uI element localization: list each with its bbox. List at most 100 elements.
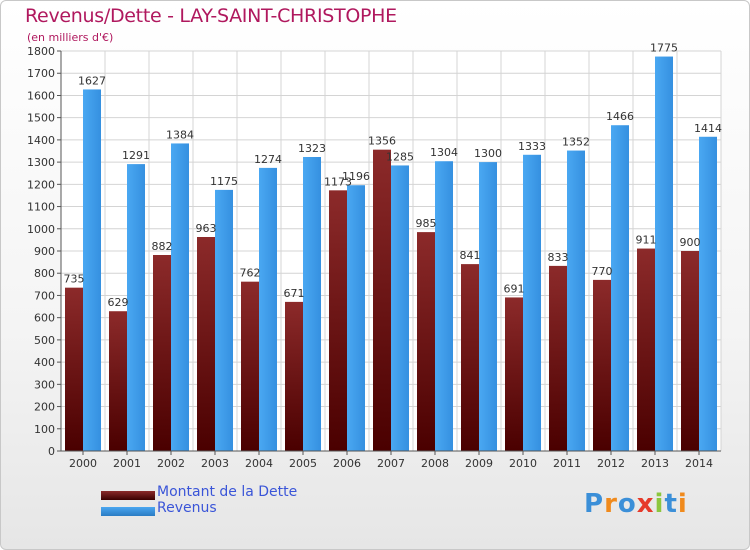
- bar-dette: [109, 311, 127, 451]
- x-tick-label: 2001: [113, 457, 141, 470]
- data-label-dette: 671: [284, 287, 305, 300]
- data-label-revenus: 1627: [78, 74, 106, 87]
- proxiti-logo: Proxiti: [584, 489, 688, 519]
- bar-revenus: [127, 164, 145, 451]
- y-tick-label: 1000: [27, 223, 55, 236]
- x-tick-label: 2010: [509, 457, 537, 470]
- data-label-dette: 735: [64, 273, 85, 286]
- bar-dette: [417, 232, 435, 451]
- y-tick-label: 900: [34, 245, 55, 258]
- bar-revenus: [391, 165, 409, 451]
- data-label-dette: 882: [152, 240, 173, 253]
- bar-dette: [637, 248, 655, 451]
- bar-revenus: [523, 154, 541, 451]
- data-label-dette: 629: [108, 296, 129, 309]
- data-label-revenus: 1333: [518, 140, 546, 153]
- y-tick-label: 100: [34, 423, 55, 436]
- y-tick-label: 700: [34, 289, 55, 302]
- logo-letter: r: [604, 489, 618, 519]
- y-tick-label: 1200: [27, 178, 55, 191]
- bar-dette: [681, 251, 699, 451]
- data-label-revenus: 1196: [342, 170, 370, 183]
- data-label-dette: 1356: [368, 135, 396, 148]
- bar-dette: [197, 237, 215, 451]
- y-tick-label: 1300: [27, 156, 55, 169]
- x-tick-label: 2012: [597, 457, 625, 470]
- bar-revenus: [479, 162, 497, 451]
- y-tick-label: 1500: [27, 112, 55, 125]
- logo-letter: t: [664, 489, 678, 519]
- x-tick-label: 2011: [553, 457, 581, 470]
- bar-dette: [461, 264, 479, 451]
- data-label-revenus: 1384: [166, 128, 194, 141]
- y-tick-label: 800: [34, 267, 55, 280]
- bar-revenus: [435, 161, 453, 451]
- bar-dette: [373, 149, 391, 451]
- bar-dette: [153, 255, 171, 451]
- data-label-dette: 985: [416, 217, 437, 230]
- x-tick-label: 2002: [157, 457, 185, 470]
- bar-revenus: [171, 143, 189, 451]
- data-label-dette: 900: [680, 236, 701, 249]
- y-tick-label: 1800: [27, 45, 55, 58]
- data-label-revenus: 1291: [122, 149, 150, 162]
- y-tick-label: 1600: [27, 89, 55, 102]
- bar-dette: [505, 297, 523, 451]
- y-tick-label: 1700: [27, 67, 55, 80]
- bar-dette: [65, 287, 83, 451]
- chart-title: Revenus/Dette - LAY-SAINT-CHRISTOPHE: [25, 5, 397, 27]
- bar-dette: [329, 190, 347, 452]
- bar-dette: [241, 281, 259, 451]
- bar-revenus: [347, 185, 365, 451]
- bar-revenus: [303, 157, 321, 451]
- y-tick-label: 0: [48, 445, 55, 458]
- data-label-revenus: 1414: [694, 122, 722, 135]
- data-label-dette: 770: [592, 265, 613, 278]
- x-tick-label: 2014: [685, 457, 713, 470]
- bar-dette: [285, 301, 303, 451]
- bar-revenus: [83, 89, 101, 451]
- x-tick-label: 2006: [333, 457, 361, 470]
- logo-letter: P: [584, 489, 605, 519]
- bar-revenus: [215, 189, 233, 451]
- x-tick-label: 2007: [377, 457, 405, 470]
- bar-revenus: [699, 136, 717, 451]
- y-tick-label: 1100: [27, 201, 55, 214]
- bar-dette: [593, 279, 611, 451]
- data-label-revenus: 1775: [650, 42, 678, 55]
- x-tick-label: 2003: [201, 457, 229, 470]
- legend-swatch-dette: [101, 491, 155, 500]
- y-tick-label: 1400: [27, 134, 55, 147]
- legend-swatch-revenus: [101, 507, 155, 516]
- bar-dette: [549, 265, 567, 451]
- y-tick-label: 400: [34, 356, 55, 369]
- x-tick-label: 2000: [69, 457, 97, 470]
- y-tick-label: 200: [34, 401, 55, 414]
- logo-letter: x: [636, 489, 655, 519]
- data-label-revenus: 1352: [562, 136, 590, 149]
- x-tick-label: 2008: [421, 457, 449, 470]
- y-tick-label: 600: [34, 312, 55, 325]
- data-label-revenus: 1285: [386, 150, 414, 163]
- data-label-revenus: 1300: [474, 147, 502, 160]
- chart-subtitle: (en milliers d'€): [27, 31, 114, 44]
- bar-revenus: [655, 56, 673, 452]
- legend-label-dette: Montant de la Dette: [157, 484, 298, 500]
- data-label-revenus: 1304: [430, 146, 458, 159]
- logo-letter: i: [654, 489, 665, 519]
- data-label-dette: 691: [504, 282, 525, 295]
- y-tick-label: 500: [34, 334, 55, 347]
- legend-label-revenus: Revenus: [157, 500, 217, 516]
- data-label-dette: 911: [636, 234, 657, 247]
- data-label-revenus: 1466: [606, 110, 634, 123]
- data-label-dette: 833: [548, 251, 569, 264]
- bar-revenus: [611, 125, 629, 451]
- data-label-dette: 963: [196, 222, 217, 235]
- x-tick-label: 2013: [641, 457, 669, 470]
- data-label-dette: 841: [460, 249, 481, 262]
- y-tick-label: 300: [34, 378, 55, 391]
- data-label-dette: 1173: [324, 175, 352, 188]
- bar-revenus: [259, 167, 277, 451]
